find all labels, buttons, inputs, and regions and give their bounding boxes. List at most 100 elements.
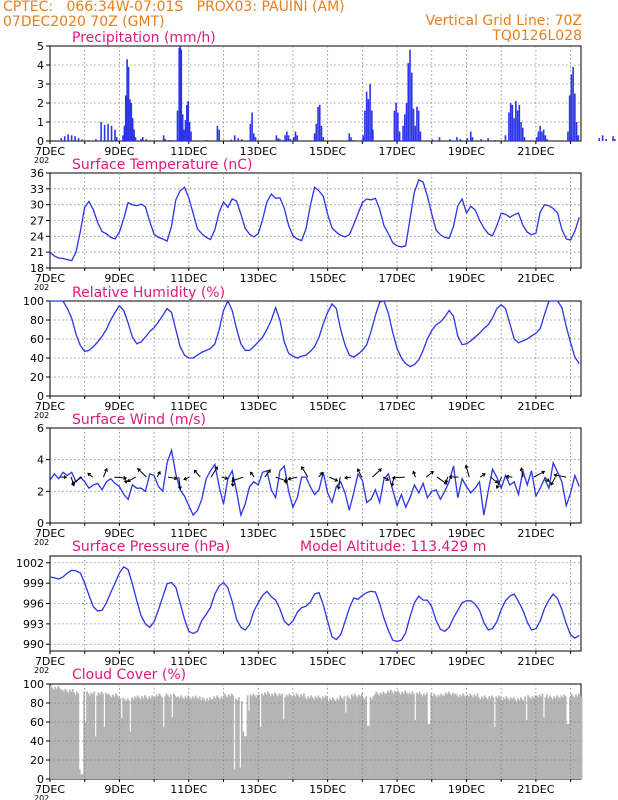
cloud-bar (540, 696, 542, 779)
cloud-bar (110, 697, 113, 779)
precip-bar (233, 135, 236, 141)
cloud-bar (80, 774, 83, 779)
y-tick-label: 36 (30, 167, 44, 180)
x-tick-label: 15DEC (309, 400, 346, 413)
wind-arrow (445, 476, 449, 483)
cloud-bar (226, 697, 229, 779)
cloud-bar (331, 697, 334, 779)
y-tick-label: 6 (37, 422, 44, 435)
y-tick-label: 40 (30, 735, 44, 748)
cloud-bar (303, 693, 305, 779)
cloud-bar (253, 695, 256, 779)
x-tick-label: 15DEC (309, 145, 346, 158)
precip-bar (471, 137, 474, 141)
wind-arrowhead (390, 482, 395, 487)
cloud-bar (224, 695, 227, 779)
cloud-bar (117, 697, 120, 779)
precip-bar (141, 137, 144, 141)
cloud-bar (248, 710, 250, 779)
precip-bar (410, 72, 413, 141)
cloud-bar (177, 696, 180, 779)
cloud-bar (559, 698, 561, 779)
cloud-bar (430, 693, 433, 779)
precip-bar (362, 135, 364, 141)
wind-arrowhead (193, 469, 198, 474)
precip-bar (237, 138, 240, 141)
y-tick-label: 40 (30, 352, 44, 365)
wind-arrow (436, 476, 448, 485)
cloud-bar (288, 693, 291, 779)
cloud-bar (446, 694, 448, 779)
y-tick-label: 100 (23, 678, 44, 691)
wind-arrowhead (545, 478, 550, 482)
wind-arrowhead (444, 479, 449, 484)
cloud-bar (423, 693, 425, 779)
cloud-bar (171, 717, 174, 779)
cloud-bar (292, 694, 295, 779)
cloud-bar (373, 694, 376, 779)
cloud-bar (491, 695, 493, 779)
cloud-bar (84, 722, 87, 779)
cloud-bar (242, 731, 245, 779)
x-tick-label: 11DEC (170, 783, 207, 796)
wind-line (49, 447, 580, 518)
wind-arrow (183, 476, 190, 480)
cloud-bar (368, 725, 370, 779)
cloud-bar (122, 697, 125, 779)
precip-bar (469, 131, 472, 141)
x-tick-label: 21DEC (517, 655, 554, 668)
cloud-bar (462, 693, 464, 779)
y-tick-label: 18 (30, 262, 44, 275)
y-tick-label: 24 (30, 230, 44, 243)
cloud-bar (519, 697, 522, 779)
precip-bar (218, 129, 220, 141)
pres-title: Surface Pressure (hPa) (72, 539, 230, 555)
cloud-bar (547, 698, 550, 779)
cloud-bar (479, 699, 482, 779)
wind-arrowhead (123, 475, 128, 480)
cloud-bar (424, 695, 427, 779)
cloud-bar (145, 697, 148, 779)
cloud-bar (570, 693, 573, 779)
wind-arrow (550, 476, 556, 486)
cloud-bar (343, 696, 346, 779)
precip-bar (63, 136, 66, 141)
precip-bar (176, 110, 179, 141)
cloud-bar (129, 731, 132, 779)
cloud-bar (543, 717, 545, 779)
y-tick-label: 1 (37, 116, 44, 129)
precip-bar (351, 140, 354, 141)
cloud-bar (209, 697, 211, 779)
precip-bar (216, 125, 219, 141)
wind-arrowhead (505, 474, 510, 479)
precip-bar (107, 123, 109, 141)
cloud-bar (96, 695, 99, 779)
x-tick-label: 9DEC (104, 527, 134, 540)
wind-arrow (167, 476, 177, 480)
cloud-bar (149, 698, 152, 779)
wind-arrowhead (464, 464, 469, 469)
wind-panel: 0 2 4 6 7DEC 9DEC 11DEC 13DEC 15DEC 17DEC 19DEC 21D… (34, 412, 582, 547)
cloud-bar (63, 691, 65, 779)
wind-arrow (357, 468, 363, 478)
cloud-bar (350, 694, 353, 779)
cloud-bar (158, 693, 161, 779)
wind-arrowhead (127, 478, 131, 483)
precip-bar (77, 138, 80, 141)
precip-bar (127, 66, 130, 141)
cloud-bar (290, 695, 292, 779)
wind-arrowhead (249, 471, 254, 476)
wind-arrowhead (550, 481, 554, 486)
cloud-bar (73, 692, 75, 779)
wind-arrowhead (495, 485, 500, 489)
cloud-bar (511, 699, 514, 779)
cloud-bar (415, 692, 418, 779)
wind-arrowhead (430, 470, 435, 475)
x-tick-label: 13DEC (240, 527, 277, 540)
y-tick-label: 80 (30, 314, 44, 327)
cloud-bar (251, 696, 253, 779)
precip-bar (254, 137, 257, 141)
cloud-bar (175, 697, 178, 779)
wind-arrow (137, 468, 147, 478)
wind-arrow (70, 476, 75, 486)
